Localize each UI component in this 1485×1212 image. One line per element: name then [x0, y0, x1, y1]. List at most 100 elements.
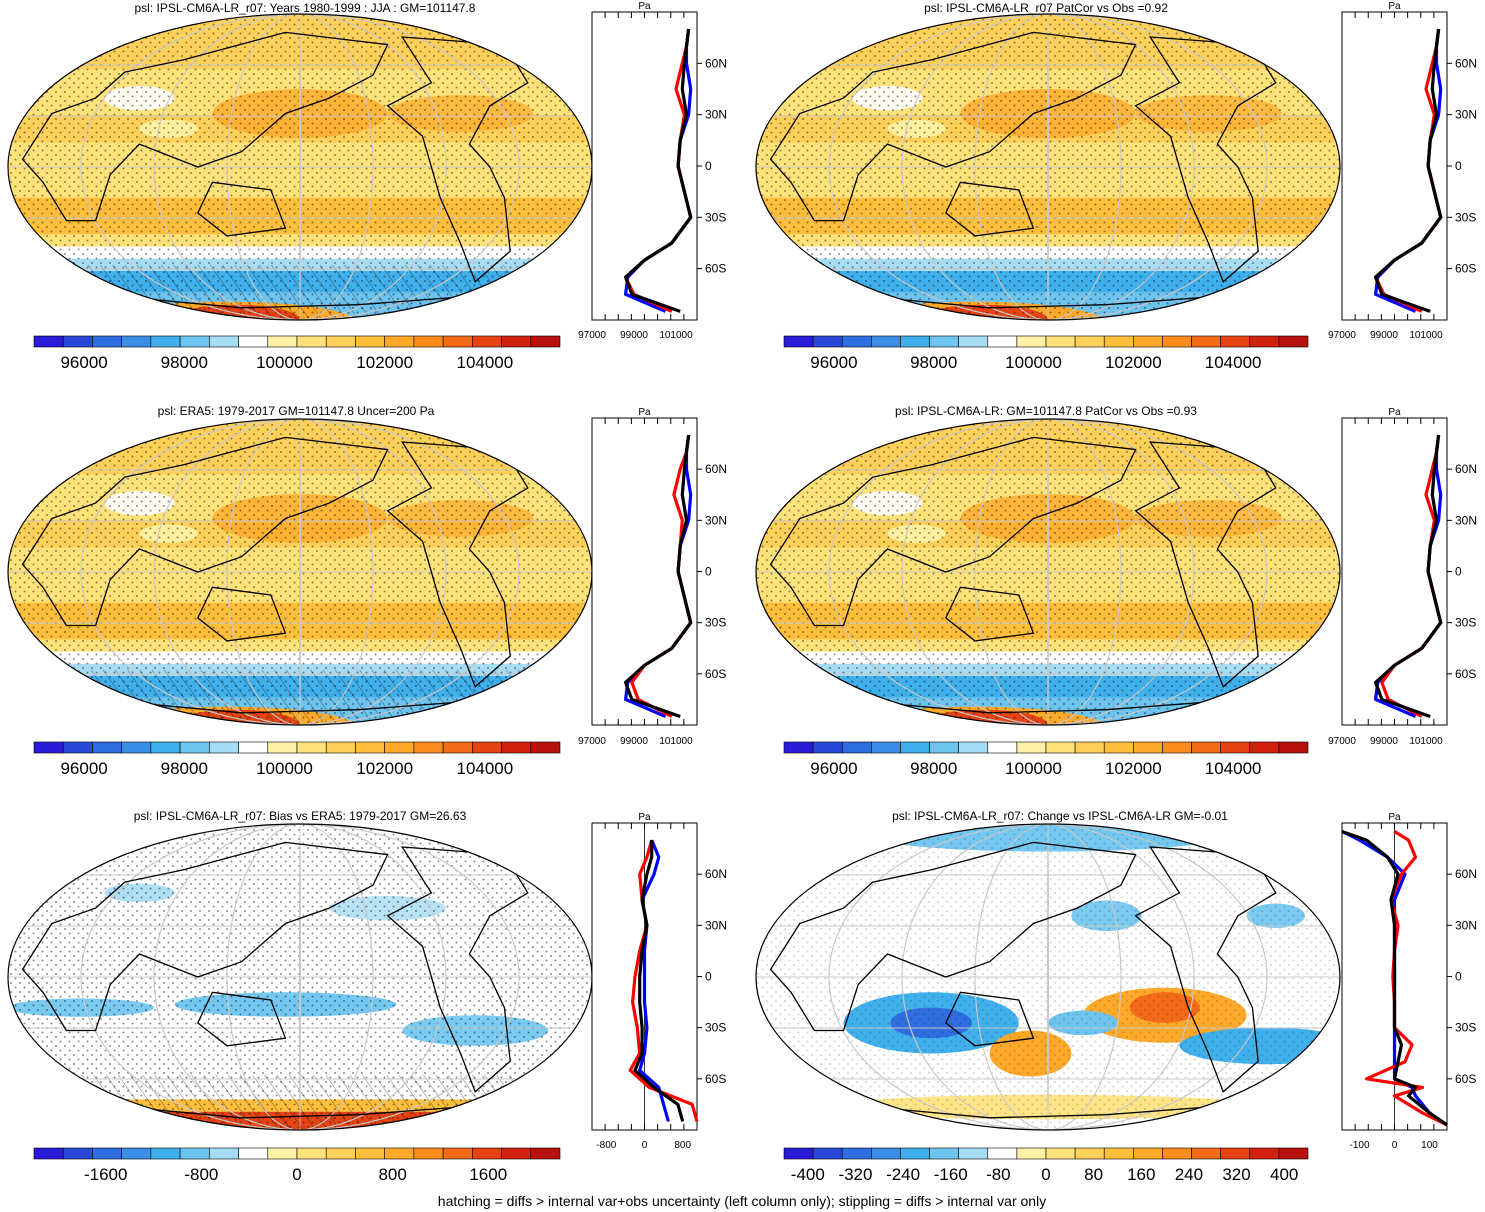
colorbar-cell — [325, 335, 356, 348]
colorbar-cell — [384, 741, 415, 754]
graticule-meridian — [80, 419, 520, 725]
colorbar-cell — [1074, 1147, 1105, 1160]
colorbar-cell — [179, 741, 210, 754]
colorbar-cell — [1278, 741, 1309, 754]
lat-tick-label: 60S — [705, 262, 726, 276]
panel-obs-mean: 96000 98000 100000 102000 104000 Pa 60N 30N 0 30S… — [7, 407, 727, 778]
colorbar-tick-label: 102000 — [356, 759, 413, 778]
colorbar-cell — [296, 741, 327, 754]
zonal-tick-label: 0 — [1392, 1140, 1398, 1151]
colorbar-tick-label: 400 — [1270, 1165, 1298, 1184]
zonal-profile: Pa 60N 30N 0 30S 60S 97000 99000 101000 — [1328, 407, 1477, 747]
lat-tick-label: 30N — [705, 918, 727, 932]
panel-title-bias: psl: IPSL-CM6A-LR_r07: Bias vs ERA5: 197… — [134, 809, 467, 823]
zonal-tick-label: 97000 — [1328, 736, 1356, 747]
zonal-tick-label: 101000 — [1409, 330, 1443, 341]
colorbar-tick-label: -800 — [184, 1165, 218, 1184]
panel-title-change: psl: IPSL-CM6A-LR_r07: Change vs IPSL-CM… — [892, 809, 1228, 823]
coastline — [1134, 36, 1277, 283]
lat-tick-label: 0 — [1455, 970, 1462, 984]
coastline — [196, 181, 287, 237]
zonal-line-mean — [1341, 829, 1448, 1127]
zonal-unit: Pa — [1388, 407, 1401, 418]
lat-tick-label: 60N — [1455, 56, 1477, 70]
panel-title-model-mean: psl: IPSL-CM6A-LR_r07: Years 1980-1999 :… — [135, 1, 476, 15]
colorbar-cell — [1074, 741, 1105, 754]
zonal-line-obs — [638, 839, 670, 1122]
colorbar-cell — [1016, 741, 1047, 754]
colorbar-cell — [530, 1147, 561, 1160]
colorbar-tick-label: 100000 — [1005, 353, 1062, 372]
zonal-tick-label: 100 — [1421, 1140, 1438, 1151]
colorbar-cell — [958, 335, 989, 348]
coastline — [196, 991, 287, 1047]
colorbar-cell — [121, 1147, 152, 1160]
colorbar: 96000 98000 100000 102000 104000 — [783, 335, 1309, 372]
colorbar-tick-label: 102000 — [1105, 759, 1162, 778]
graticule-meridian — [80, 824, 520, 1130]
zonal-tick-label: -100 — [1349, 1140, 1369, 1151]
lat-tick-label: 30N — [1455, 918, 1477, 932]
zonal-unit: Pa — [1388, 812, 1401, 823]
graticule-meridian — [828, 824, 1268, 1130]
colorbar-cell — [1103, 1147, 1134, 1160]
lat-tick-label: 0 — [705, 159, 712, 173]
colorbar-tick-label: 104000 — [1205, 353, 1262, 372]
zonal-profile: Pa 60N 30N 0 30S 60S -100 0 100 — [1341, 812, 1477, 1151]
zonal-profile: Pa 60N 30N 0 30S 60S 97000 99000 101000 — [578, 1, 727, 341]
zonal-line-mean — [633, 840, 685, 1122]
colorbar-cell — [209, 335, 239, 348]
colorbar-tick-label: 104000 — [1205, 759, 1262, 778]
colorbar-cell — [33, 741, 64, 754]
colorbar-tick-label: 96000 — [60, 759, 107, 778]
colorbar-cell — [1074, 335, 1105, 348]
map-field — [8, 419, 592, 725]
colorbar-cell — [1045, 741, 1076, 754]
zonal-tick-label: 101000 — [659, 330, 693, 341]
colorbar-tick-label: 80 — [1084, 1165, 1103, 1184]
graticule-meridian — [226, 14, 374, 320]
zonal-line-mean — [1373, 434, 1443, 719]
colorbar-cell — [442, 741, 473, 754]
colorbar-cell — [121, 335, 152, 348]
coastline — [1134, 441, 1277, 688]
colorbar-cell — [530, 335, 561, 348]
colorbar-cell — [871, 1147, 901, 1160]
colorbar-cell — [987, 335, 1018, 348]
colorbar-cell — [355, 741, 385, 754]
lat-tick-label: 60S — [1455, 1072, 1476, 1086]
colorbar-cell — [62, 1147, 93, 1160]
coastline — [944, 991, 1035, 1047]
colorbar-tick-label: 98000 — [910, 759, 957, 778]
colorbar-cell — [1162, 1147, 1192, 1160]
lat-tick-label: 30N — [705, 108, 727, 122]
colorbar-cell — [871, 335, 901, 348]
colorbar-cell — [929, 741, 959, 754]
lat-tick-label: 60S — [1455, 667, 1476, 681]
colorbar: -1600 -800 0 800 1600 — [33, 1147, 561, 1184]
colorbar-tick-label: 0 — [1041, 1165, 1050, 1184]
map-outline — [755, 823, 1341, 1131]
colorbar-cell — [812, 1147, 843, 1160]
colorbar-cell — [92, 741, 122, 754]
zonal-line-mean — [623, 28, 693, 313]
colorbar-tick-label: -80 — [986, 1165, 1011, 1184]
zonal-tick-label: 97000 — [1328, 330, 1356, 341]
colorbar-cell — [355, 1147, 385, 1160]
colorbar-cell — [900, 741, 930, 754]
colorbar-cell — [150, 1147, 181, 1160]
colorbar-cell — [1191, 335, 1221, 348]
graticule-meridian — [901, 14, 1195, 320]
panel-ensemble-patcor: 96000 98000 100000 102000 104000 Pa 60N 30N 0 30S… — [755, 407, 1477, 778]
colorbar-cell — [841, 741, 872, 754]
zonal-tick-label: 101000 — [1409, 736, 1443, 747]
colorbar-cell — [325, 1147, 356, 1160]
colorbar-cell — [150, 741, 181, 754]
zonal-profile: Pa 60N 30N 0 30S 60S -800 0 800 — [591, 812, 727, 1151]
colorbar: 96000 98000 100000 102000 104000 — [33, 741, 561, 778]
graticule-meridian — [901, 824, 1195, 1130]
colorbar-cell — [1045, 1147, 1076, 1160]
lat-tick-label: 30S — [1455, 210, 1476, 224]
colorbar: 96000 98000 100000 102000 104000 — [783, 741, 1309, 778]
lat-tick-label: 30S — [1455, 1021, 1476, 1035]
